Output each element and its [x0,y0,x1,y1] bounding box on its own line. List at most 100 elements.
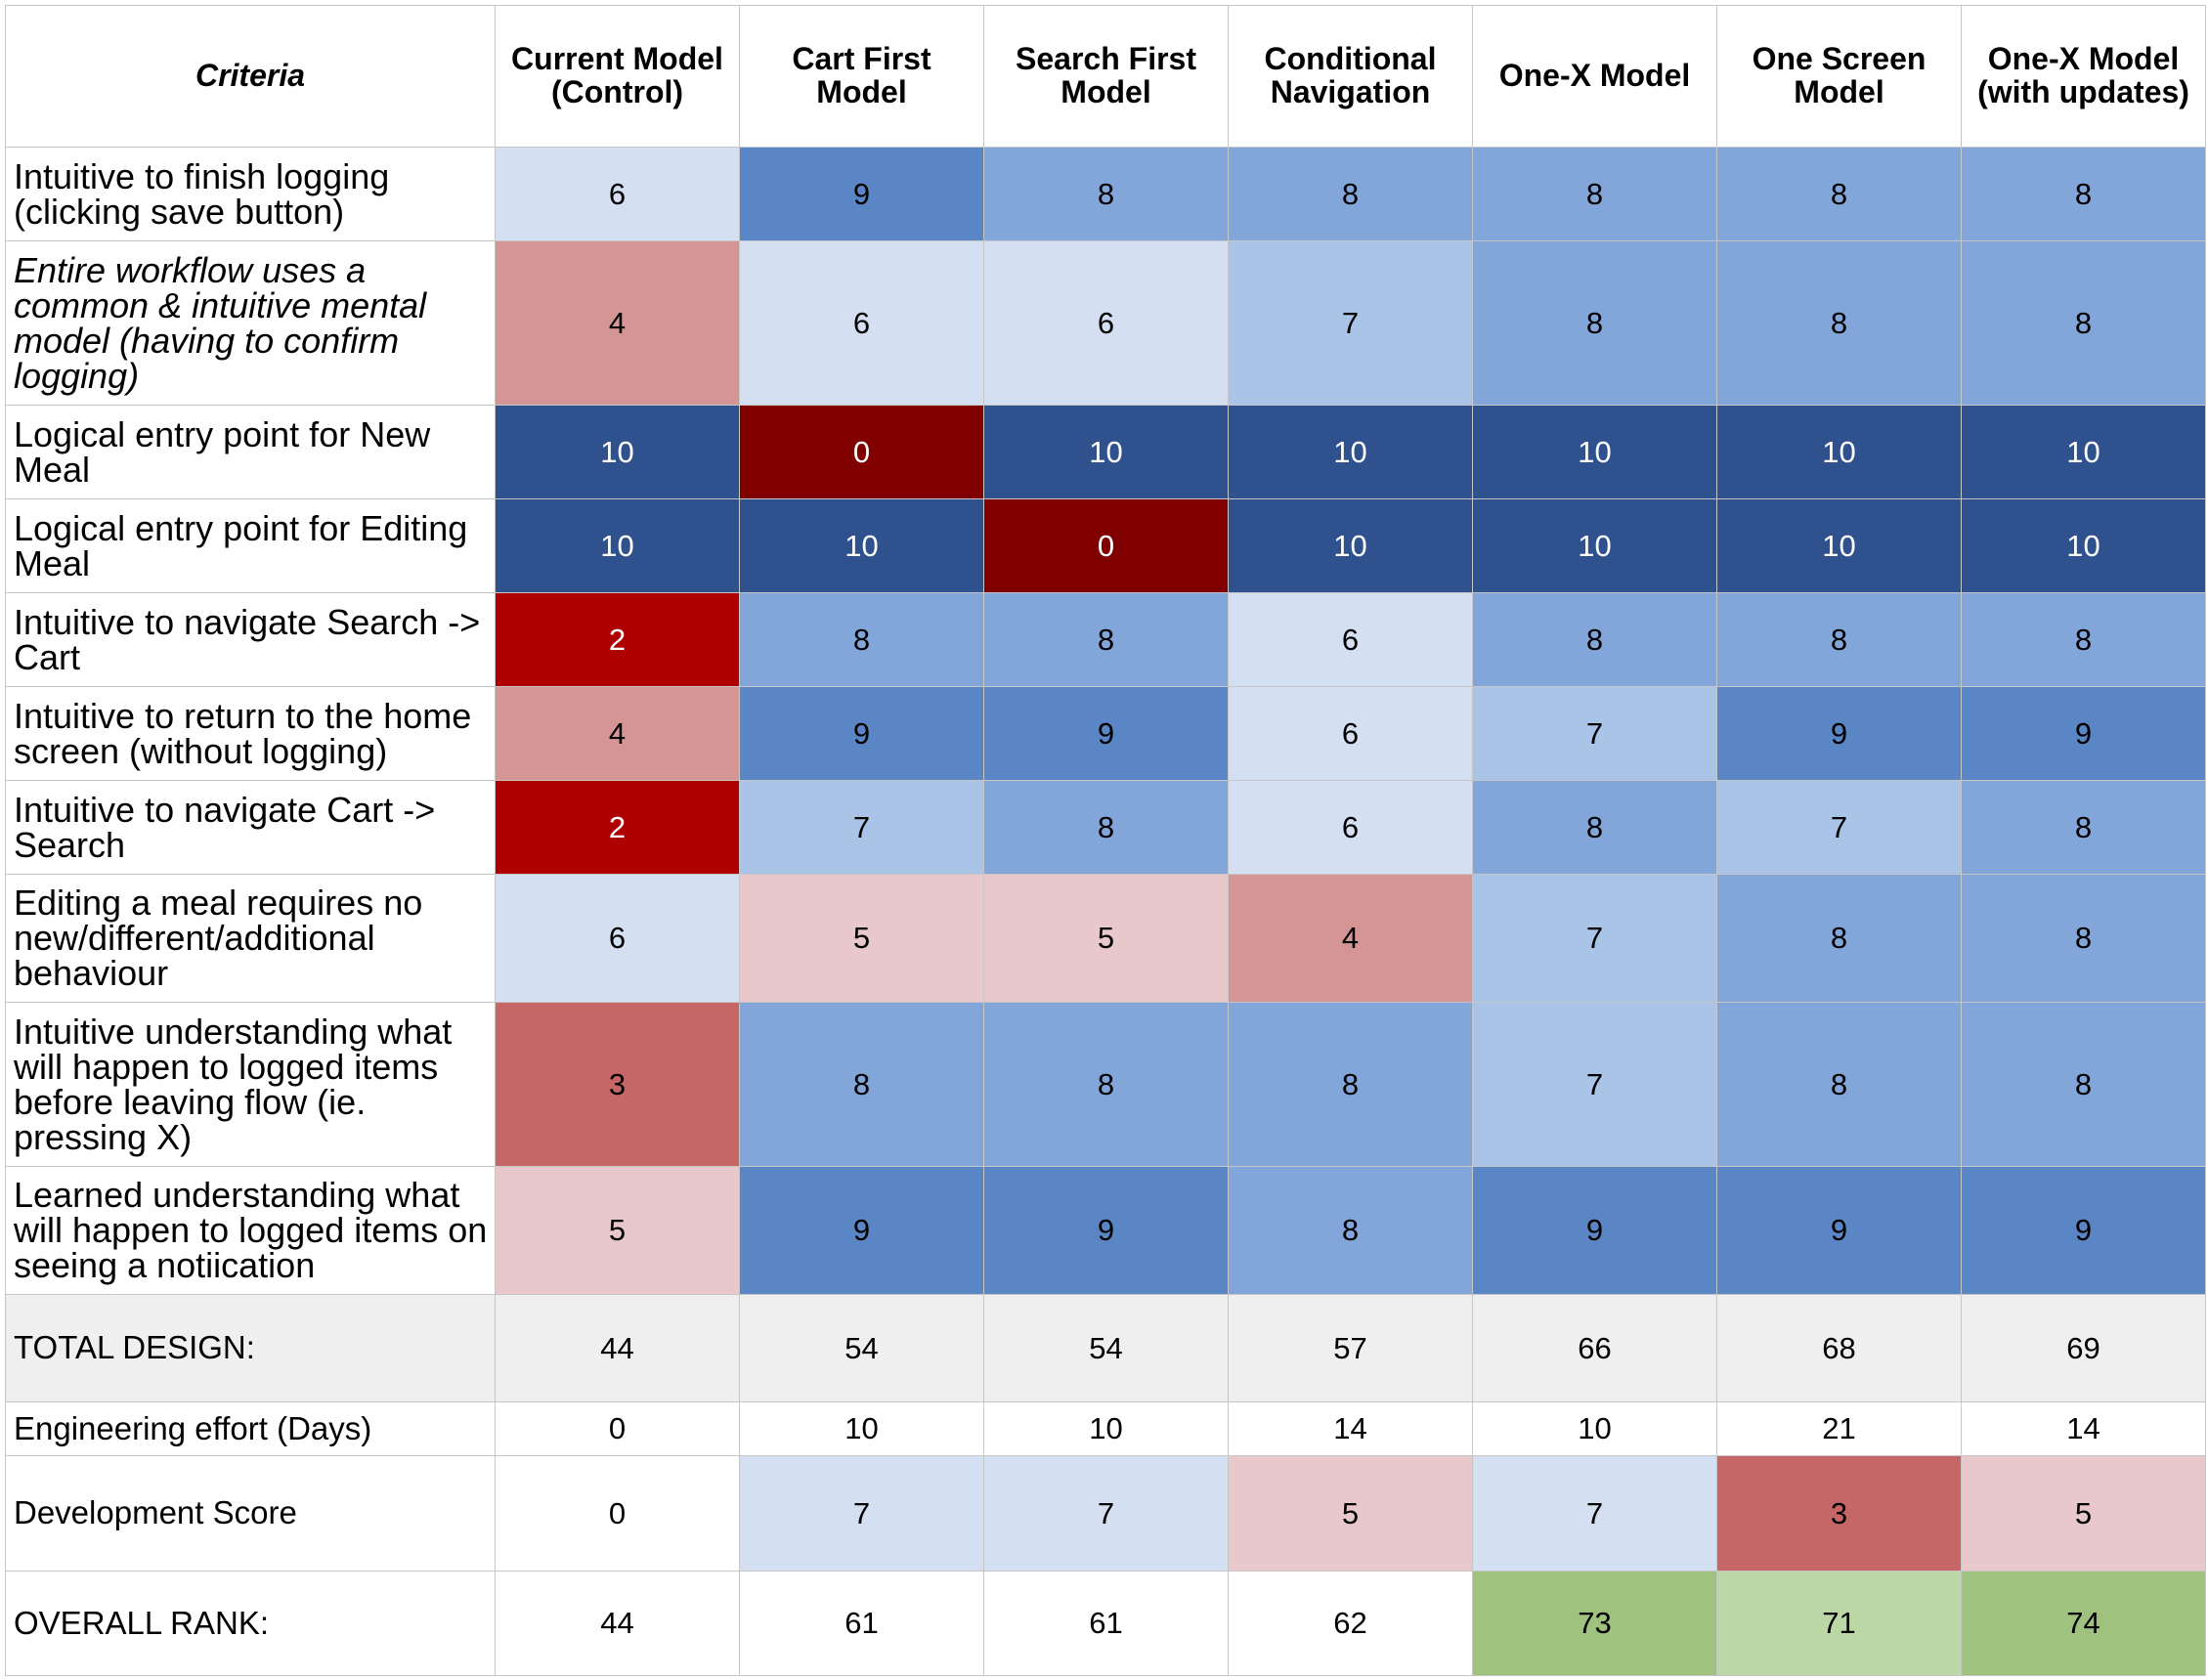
score-cell: 62 [1229,1572,1473,1676]
criteria-label: Intuitive to navigate Cart -> Search [5,781,496,875]
score-cell: 10 [1717,499,1962,593]
score-cell: 10 [1473,499,1717,593]
criteria-label: Logical entry point for New Meal [5,406,496,499]
score-cell: 6 [1229,687,1473,781]
comparison-table: Criteria Current Model (Control) Cart Firs… [5,5,2206,1676]
score-cell: 0 [740,406,984,499]
score-cell: 10 [1962,406,2206,499]
score-cell: 10 [496,406,740,499]
score-cell: 9 [1962,687,2206,781]
score-cell: 8 [1473,148,1717,241]
score-cell: 8 [984,148,1229,241]
score-cell: 9 [1962,1167,2206,1295]
score-cell: 7 [1229,241,1473,406]
score-cell: 8 [984,781,1229,875]
score-cell: 0 [496,1456,740,1572]
score-cell: 9 [1717,687,1962,781]
criteria-label: Logical entry point for Editing Meal [5,499,496,593]
score-cell: 10 [984,1402,1229,1456]
score-cell: 74 [1962,1572,2206,1676]
score-cell: 7 [740,781,984,875]
criteria-label: Intuitive to return to the home screen (… [5,687,496,781]
score-cell: 8 [1962,875,2206,1003]
score-cell: 8 [984,593,1229,687]
score-cell: 4 [1229,875,1473,1003]
criteria-label: Learned understanding what will happen t… [5,1167,496,1295]
score-cell: 5 [984,875,1229,1003]
score-cell: 8 [1962,781,2206,875]
score-cell: 10 [1473,1402,1717,1456]
score-cell: 5 [1229,1456,1473,1572]
column-header: One Screen Model [1717,5,1962,148]
score-cell: 44 [496,1295,740,1402]
score-cell: 10 [1717,406,1962,499]
score-cell: 9 [1473,1167,1717,1295]
score-cell: 5 [1962,1456,2206,1572]
score-cell: 10 [740,1402,984,1456]
column-header: Cart First Model [740,5,984,148]
score-cell: 8 [1229,1003,1473,1167]
score-cell: 6 [1229,781,1473,875]
score-cell: 10 [1229,406,1473,499]
column-header: Conditional Navigation [1229,5,1473,148]
criteria-label: Entire workflow uses a common & intuitiv… [5,241,496,406]
score-cell: 3 [1717,1456,1962,1572]
criteria-label: OVERALL RANK: [5,1572,496,1676]
column-header: One-X Model [1473,5,1717,148]
score-cell: 5 [496,1167,740,1295]
score-cell: 8 [1962,241,2206,406]
column-header: Search First Model [984,5,1229,148]
score-cell: 10 [1473,406,1717,499]
score-cell: 8 [1229,1167,1473,1295]
score-cell: 8 [740,1003,984,1167]
score-cell: 10 [984,406,1229,499]
score-cell: 8 [984,1003,1229,1167]
score-cell: 0 [984,499,1229,593]
score-cell: 14 [1962,1402,2206,1456]
score-cell: 9 [984,1167,1229,1295]
score-cell: 0 [496,1402,740,1456]
criteria-label: Intuitive to finish logging (clicking sa… [5,148,496,241]
criteria-label: Development Score [5,1456,496,1572]
score-cell: 8 [1717,241,1962,406]
score-cell: 4 [496,687,740,781]
score-cell: 8 [1229,148,1473,241]
score-cell: 10 [496,499,740,593]
criteria-label: Editing a meal requires no new/different… [5,875,496,1003]
criteria-label: Engineering effort (Days) [5,1402,496,1456]
score-cell: 8 [1962,148,2206,241]
score-cell: 10 [1962,499,2206,593]
score-cell: 7 [740,1456,984,1572]
score-cell: 9 [740,148,984,241]
score-cell: 2 [496,593,740,687]
score-cell: 9 [1717,1167,1962,1295]
score-cell: 9 [984,687,1229,781]
score-cell: 21 [1717,1402,1962,1456]
score-cell: 4 [496,241,740,406]
score-cell: 7 [1717,781,1962,875]
score-cell: 71 [1717,1572,1962,1676]
score-cell: 8 [1473,241,1717,406]
score-cell: 3 [496,1003,740,1167]
column-header: One-X Model (with updates) [1962,5,2206,148]
score-cell: 7 [984,1456,1229,1572]
criteria-label: Intuitive understanding what will happen… [5,1003,496,1167]
score-cell: 73 [1473,1572,1717,1676]
score-cell: 8 [1717,875,1962,1003]
score-cell: 2 [496,781,740,875]
score-cell: 8 [740,593,984,687]
score-cell: 68 [1717,1295,1962,1402]
score-cell: 7 [1473,687,1717,781]
score-cell: 8 [1717,1003,1962,1167]
score-cell: 14 [1229,1402,1473,1456]
score-cell: 7 [1473,1003,1717,1167]
criteria-label: Intuitive to navigate Search -> Cart [5,593,496,687]
score-cell: 8 [1717,148,1962,241]
score-cell: 6 [496,148,740,241]
score-cell: 54 [984,1295,1229,1402]
score-cell: 6 [1229,593,1473,687]
score-cell: 8 [1717,593,1962,687]
score-cell: 54 [740,1295,984,1402]
score-cell: 61 [984,1572,1229,1676]
score-cell: 8 [1473,593,1717,687]
